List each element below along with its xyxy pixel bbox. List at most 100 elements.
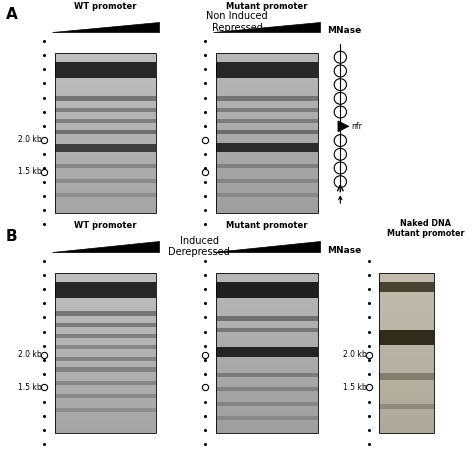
Bar [216,275,318,278]
Bar [379,409,434,411]
Bar [216,331,318,334]
Bar [216,390,318,393]
Bar [216,194,318,197]
Bar [55,207,156,210]
Bar [216,186,318,189]
Bar [379,414,434,417]
Bar [216,71,318,74]
Bar [379,398,434,401]
Bar [55,125,156,127]
Bar [216,409,318,411]
Polygon shape [213,22,320,32]
Bar [379,374,434,380]
Text: Naked DNA
Mutant promoter: Naked DNA Mutant promoter [387,219,464,238]
Bar [216,286,318,289]
Bar [216,369,318,371]
Bar [216,283,318,286]
Bar [216,170,318,173]
Bar [55,184,156,186]
Bar [55,108,156,112]
Bar [55,311,156,316]
Bar [216,106,318,109]
Bar [216,387,318,391]
Bar [379,374,434,376]
Bar [55,76,156,79]
Bar [55,321,156,323]
Bar [55,189,156,191]
Bar [216,416,318,420]
Bar [216,337,318,339]
Bar [55,170,156,173]
Text: WT promoter: WT promoter [74,1,137,11]
Bar [216,342,318,344]
Text: B: B [6,229,18,244]
Bar [55,310,156,313]
Bar [55,157,156,159]
Bar [55,403,156,406]
Bar [55,141,156,143]
Bar [216,328,318,332]
Bar [379,366,434,369]
Bar [216,87,318,90]
Bar [216,310,318,313]
Bar [216,353,318,355]
Bar [55,133,156,136]
Bar [379,334,434,337]
Bar [55,326,156,329]
Bar [55,283,156,286]
Polygon shape [52,241,159,252]
Bar [216,414,318,417]
Bar [55,323,156,326]
Bar [379,318,434,321]
Bar [55,363,156,366]
Bar [216,61,318,63]
Bar [55,122,156,125]
Bar [216,53,318,55]
Bar [379,315,434,318]
Bar [216,339,318,342]
Bar [216,350,318,353]
Bar [216,165,318,168]
Bar [55,96,156,101]
Text: 1.5 kb: 1.5 kb [18,382,42,392]
Bar [216,164,318,168]
Bar [55,331,156,334]
Bar [379,393,434,395]
Bar [55,205,156,207]
Bar [379,297,434,299]
Bar [379,363,434,366]
Bar [55,337,156,339]
Bar [216,69,318,71]
Polygon shape [213,241,320,252]
Bar [379,417,434,420]
Bar [379,395,434,398]
Text: Mutant promoter: Mutant promoter [226,1,307,11]
Bar [379,286,434,289]
Bar [216,138,318,141]
Bar [55,305,156,307]
Bar [55,425,156,427]
Bar [216,305,318,307]
Bar [55,193,156,197]
Bar [216,149,318,152]
Bar [55,165,156,168]
Bar [379,425,434,427]
Bar [379,385,434,387]
Bar [216,299,318,302]
Bar [379,376,434,379]
Bar [216,74,318,76]
Bar [55,358,156,361]
Polygon shape [338,121,349,132]
Bar [55,371,156,374]
Bar [55,318,156,321]
Bar [379,278,434,280]
Bar [55,334,156,338]
Bar [216,130,318,135]
Bar [216,108,318,112]
Bar [55,120,156,122]
Bar [55,286,156,289]
Bar [55,345,156,349]
Bar [55,313,156,315]
Bar [216,95,318,98]
Bar [216,133,318,136]
